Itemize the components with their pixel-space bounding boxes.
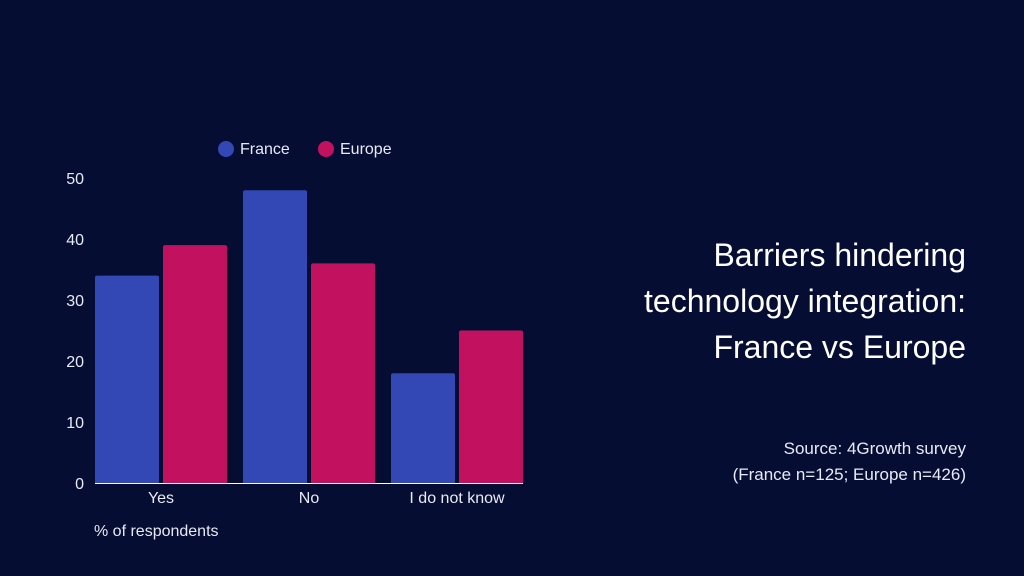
- y-tick-label: 40: [66, 232, 84, 249]
- bar-chart: 0 10 20 30 40 50 Yes No I do not know France Europ…: [66, 141, 523, 540]
- y-axis-label: % of respondents: [94, 523, 219, 540]
- y-tick-label: 0: [75, 476, 84, 493]
- source-line-2: (France n=125; Europe n=426): [732, 465, 966, 484]
- y-tick-label: 30: [66, 293, 84, 310]
- y-tick-label: 10: [66, 415, 84, 432]
- title-line-1: Barriers hindering: [713, 237, 966, 273]
- x-tick-label: I do not know: [409, 490, 505, 507]
- legend-label-europe: Europe: [340, 141, 392, 158]
- legend-marker-europe: [318, 141, 334, 157]
- bar-europe: [163, 245, 227, 483]
- bar-france: [391, 373, 455, 483]
- bar-france: [243, 190, 307, 483]
- legend-label-france: France: [240, 141, 290, 158]
- bar-france: [95, 275, 159, 483]
- x-tick-label: Yes: [148, 490, 174, 507]
- x-tick-label: No: [299, 490, 320, 507]
- bar-europe: [311, 263, 375, 483]
- chart-title: Barriers hindering technology integratio…: [546, 232, 966, 370]
- source-line-1: Source: 4Growth survey: [783, 439, 966, 458]
- y-tick-label: 50: [66, 171, 84, 188]
- title-line-2: technology integration:: [644, 283, 966, 319]
- title-line-3: France vs Europe: [713, 329, 966, 365]
- bar-europe: [459, 330, 523, 483]
- legend-marker-france: [218, 141, 234, 157]
- y-tick-label: 20: [66, 354, 84, 371]
- source-note: Source: 4Growth survey (France n=125; Eu…: [546, 436, 966, 488]
